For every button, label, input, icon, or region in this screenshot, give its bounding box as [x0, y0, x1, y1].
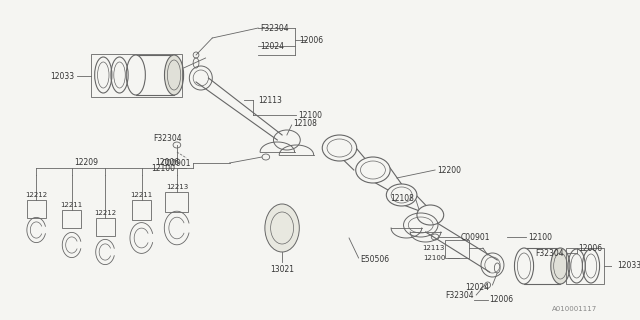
Text: 12033: 12033	[617, 261, 640, 270]
Text: 12024: 12024	[466, 283, 490, 292]
Text: 12209: 12209	[74, 157, 98, 166]
Bar	[524, 248, 561, 284]
Text: 12108: 12108	[294, 118, 317, 127]
Bar	[27, 200, 46, 218]
Text: 12108: 12108	[390, 194, 414, 203]
Text: 12006: 12006	[490, 295, 514, 305]
Text: F32304: F32304	[536, 249, 564, 258]
Bar	[95, 218, 115, 236]
Text: 12200: 12200	[437, 165, 461, 174]
Ellipse shape	[417, 205, 444, 225]
Text: F32304: F32304	[153, 134, 182, 143]
Ellipse shape	[551, 248, 570, 284]
Ellipse shape	[356, 157, 390, 183]
Text: 12100: 12100	[298, 110, 323, 119]
Text: C00901: C00901	[162, 158, 191, 167]
Ellipse shape	[323, 135, 356, 161]
Text: F32304: F32304	[445, 291, 474, 300]
Bar	[62, 210, 81, 228]
Bar	[566, 248, 604, 284]
Text: F32304: F32304	[260, 23, 289, 33]
Ellipse shape	[265, 204, 300, 252]
Text: 12212: 12212	[25, 192, 47, 198]
Bar	[132, 200, 151, 220]
Text: 12100: 12100	[151, 164, 175, 172]
Ellipse shape	[164, 55, 184, 95]
Text: 12024: 12024	[260, 42, 284, 51]
Text: C00901: C00901	[461, 233, 490, 242]
Text: A010001117: A010001117	[552, 306, 598, 312]
Text: 12006: 12006	[156, 157, 179, 166]
Bar	[445, 240, 468, 258]
Text: 13021: 13021	[270, 265, 294, 274]
Text: 12113: 12113	[258, 95, 282, 105]
Ellipse shape	[387, 184, 417, 206]
Text: 12113: 12113	[422, 245, 445, 251]
Bar	[136, 55, 174, 95]
Text: 12033: 12033	[51, 71, 75, 81]
Text: 12213: 12213	[166, 184, 188, 190]
Bar	[165, 192, 188, 212]
Text: 12006: 12006	[579, 244, 603, 252]
Text: 12100: 12100	[528, 233, 552, 242]
Text: 12212: 12212	[94, 210, 116, 216]
Bar	[91, 54, 182, 97]
Text: 12211: 12211	[61, 202, 83, 208]
Ellipse shape	[515, 248, 534, 284]
Text: E50506: E50506	[360, 255, 390, 265]
Text: 12006: 12006	[300, 36, 323, 44]
Text: 12211: 12211	[131, 192, 153, 198]
Text: 12100: 12100	[423, 255, 445, 261]
Ellipse shape	[126, 55, 145, 95]
